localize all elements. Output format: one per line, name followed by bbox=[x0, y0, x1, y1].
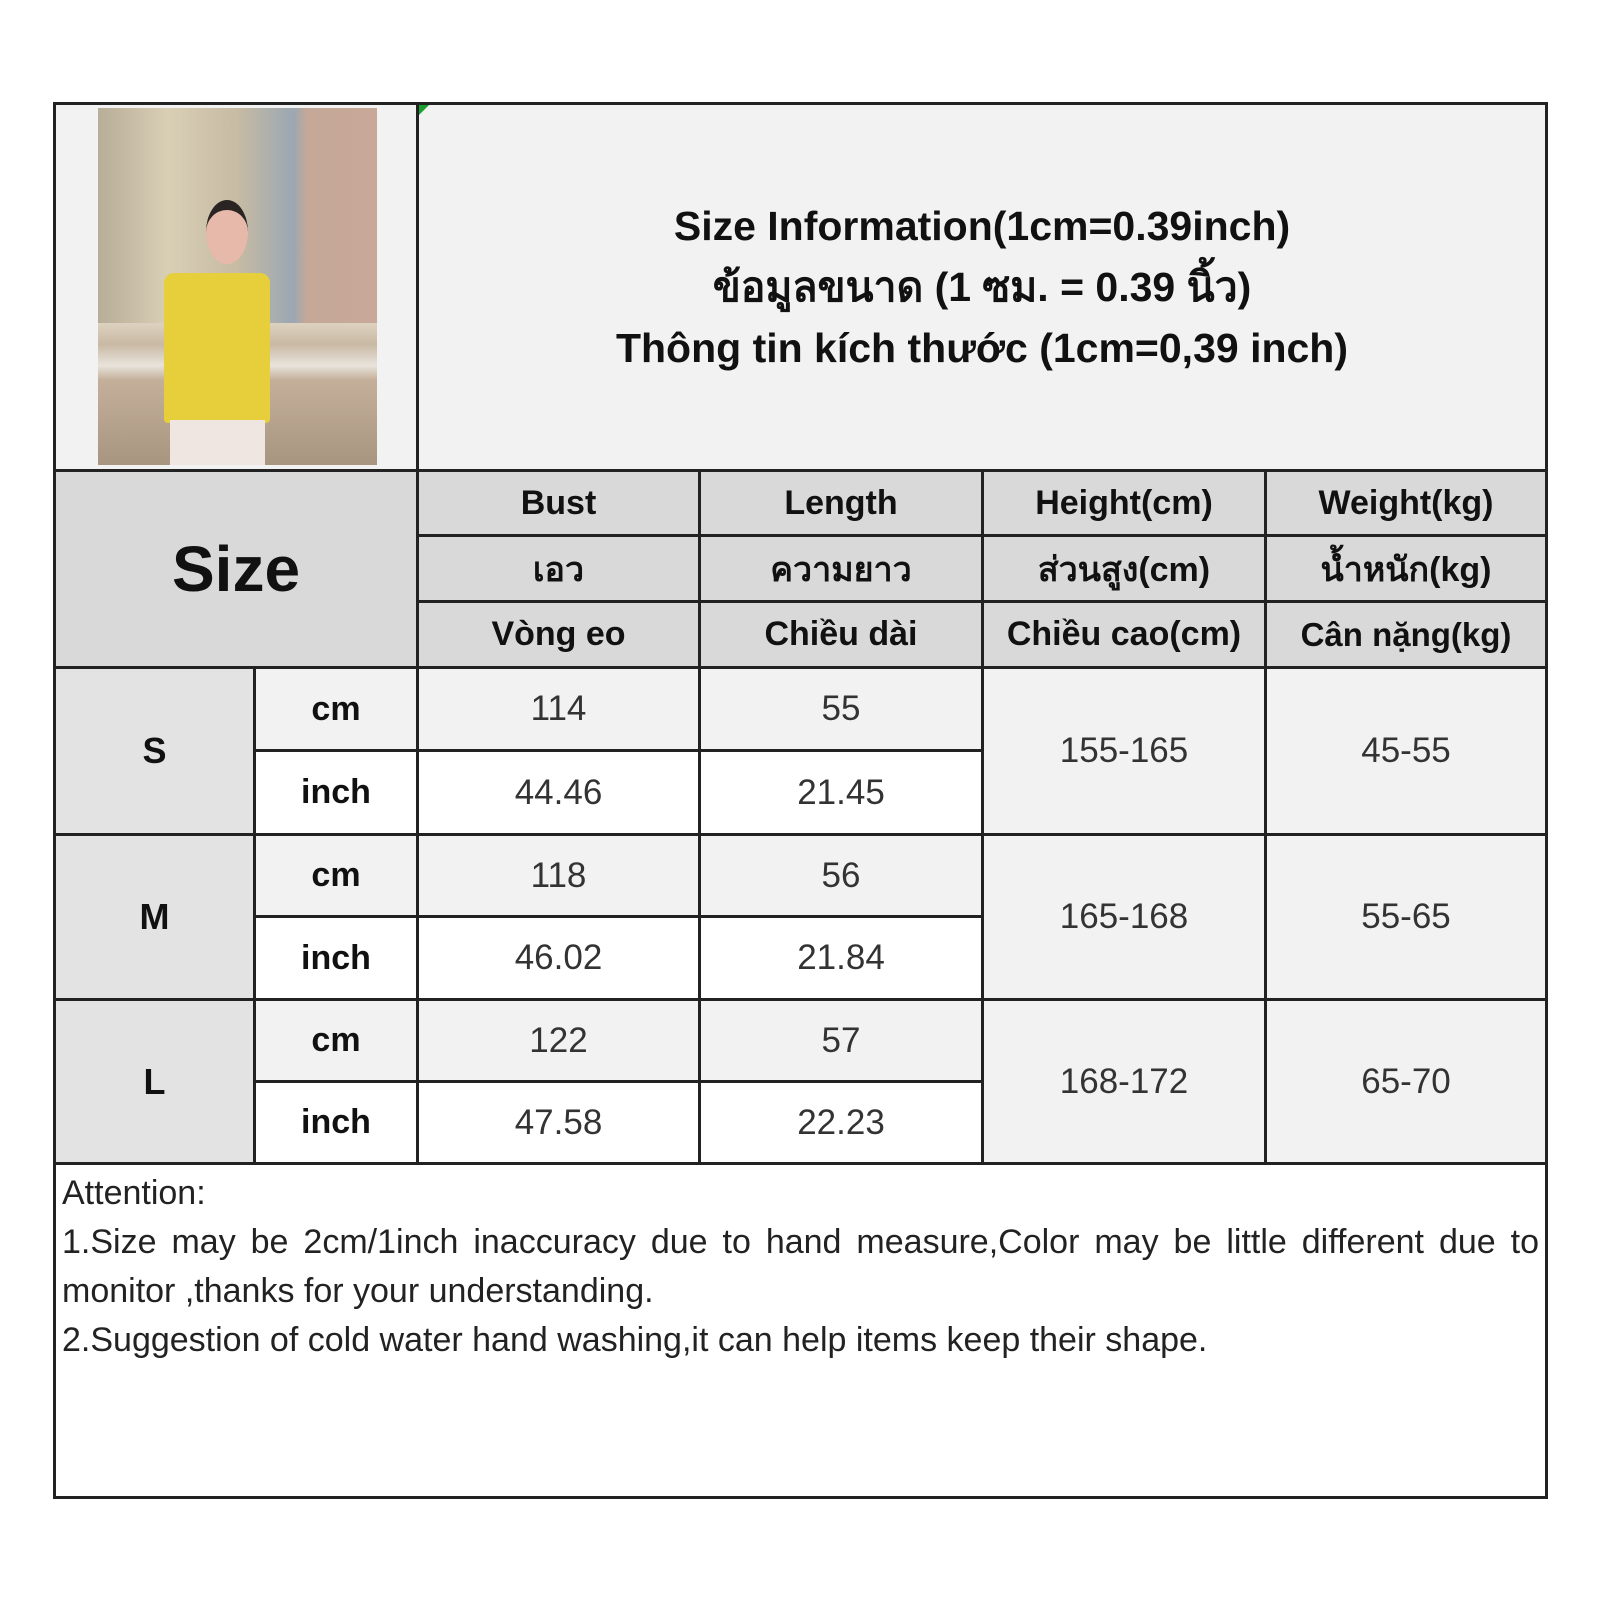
s-length-inch: 21.45 bbox=[701, 752, 981, 833]
unit-inch: inch bbox=[256, 1083, 416, 1162]
col-weight-th: น้ำหนัก(kg) bbox=[1267, 537, 1545, 600]
size-s-label: S bbox=[56, 669, 253, 833]
s-bust-cm: 114 bbox=[419, 669, 698, 749]
attention-notes: Attention: 1.Size may be 2cm/1inch inacc… bbox=[56, 1165, 1545, 1496]
col-height-th: ส่วนสูง(cm) bbox=[984, 537, 1264, 600]
unit-inch: inch bbox=[256, 918, 416, 998]
col-height-vi: Chiều cao(cm) bbox=[984, 603, 1264, 666]
title-vi: Thông tin kích thước (1cm=0,39 inch) bbox=[615, 324, 1349, 371]
product-photo bbox=[98, 108, 377, 465]
col-length-th: ความยาว bbox=[701, 537, 981, 600]
m-height: 165-168 bbox=[984, 836, 1264, 998]
col-bust-en: Bust bbox=[419, 472, 698, 534]
product-photo-cell bbox=[56, 105, 416, 469]
unit-inch: inch bbox=[256, 752, 416, 833]
m-length-inch: 21.84 bbox=[701, 918, 981, 998]
notes-line-2: 2.Suggestion of cold water hand washing,… bbox=[62, 1321, 1208, 1359]
size-m-label: M bbox=[56, 836, 253, 998]
pants bbox=[170, 420, 265, 465]
col-weight-vi: Cân nặng(kg) bbox=[1267, 603, 1545, 666]
col-bust-th: เอว bbox=[419, 537, 698, 600]
title-th: ข้อมูลขนาด (1 ซม. = 0.39 นิ้ว) bbox=[712, 263, 1252, 310]
col-length-en: Length bbox=[701, 472, 981, 534]
l-height: 168-172 bbox=[984, 1001, 1264, 1162]
s-weight: 45-55 bbox=[1267, 669, 1545, 833]
yellow-top bbox=[164, 273, 270, 423]
l-bust-cm: 122 bbox=[419, 1001, 698, 1080]
s-height: 155-165 bbox=[984, 669, 1264, 833]
size-chart-table: Size Information(1cm=0.39inch) ข้อมูลขนา… bbox=[53, 102, 1548, 1499]
title-cell: Size Information(1cm=0.39inch) ข้อมูลขนา… bbox=[419, 105, 1545, 469]
notes-heading: Attention: bbox=[62, 1174, 206, 1212]
col-length-vi: Chiều dài bbox=[701, 603, 981, 666]
title-en: Size Information(1cm=0.39inch) bbox=[673, 202, 1291, 249]
unit-cm: cm bbox=[256, 669, 416, 749]
m-length-cm: 56 bbox=[701, 836, 981, 915]
notes-line-1: 1.Size may be 2cm/1inch inaccuracy due t… bbox=[62, 1223, 1539, 1310]
col-weight-en: Weight(kg) bbox=[1267, 472, 1545, 534]
s-length-cm: 55 bbox=[701, 669, 981, 749]
model-head bbox=[206, 200, 248, 264]
size-l-label: L bbox=[56, 1001, 253, 1162]
m-bust-inch: 46.02 bbox=[419, 918, 698, 998]
l-length-cm: 57 bbox=[701, 1001, 981, 1080]
l-length-inch: 22.23 bbox=[701, 1083, 981, 1162]
col-height-en: Height(cm) bbox=[984, 472, 1264, 534]
s-bust-inch: 44.46 bbox=[419, 752, 698, 833]
unit-cm: cm bbox=[256, 836, 416, 915]
unit-cm: cm bbox=[256, 1001, 416, 1080]
l-bust-inch: 47.58 bbox=[419, 1083, 698, 1162]
m-weight: 55-65 bbox=[1267, 836, 1545, 998]
m-bust-cm: 118 bbox=[419, 836, 698, 915]
l-weight: 65-70 bbox=[1267, 1001, 1545, 1162]
size-header: Size bbox=[56, 472, 416, 666]
col-bust-vi: Vòng eo bbox=[419, 603, 698, 666]
cell-comment-marker-icon bbox=[419, 105, 429, 115]
